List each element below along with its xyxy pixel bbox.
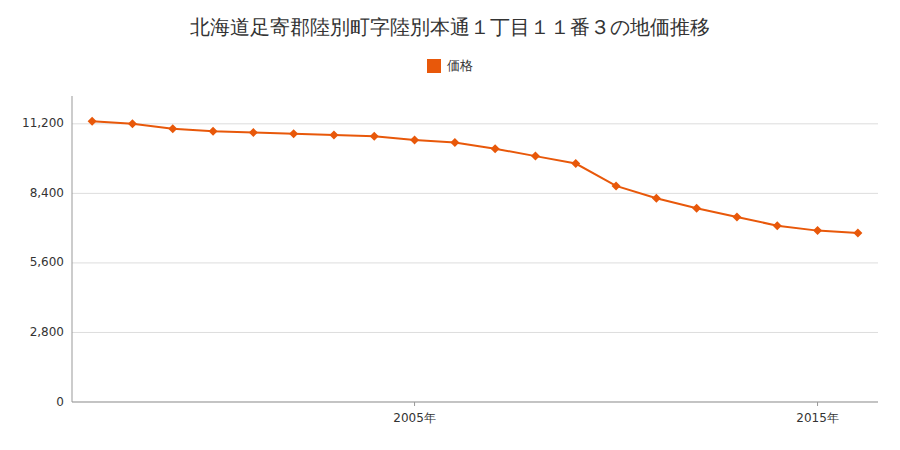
y-tick-label: 2,800 (30, 325, 64, 339)
plot-area (88, 117, 863, 238)
marker (692, 204, 701, 213)
grid-line (72, 402, 878, 403)
marker (773, 221, 782, 230)
marker (329, 130, 338, 139)
line (92, 121, 858, 233)
legend-swatch (427, 59, 441, 73)
grid (72, 124, 878, 402)
grid-line (72, 123, 878, 124)
x-tick (414, 402, 415, 406)
chart: 北海道足寄郡陸別町字陸別本通１丁目１１番３の地価推移 0 2,800 5,600 8,4… (0, 0, 900, 450)
grid-line (72, 193, 878, 194)
marker (853, 229, 862, 238)
x-tick (817, 402, 818, 406)
x-axis-line (72, 402, 878, 403)
x-tick-label: 2015年 (796, 411, 839, 425)
title: 北海道足寄郡陸別町字陸別本通１丁目１１番３の地価推移 (190, 15, 710, 39)
marker (410, 135, 419, 144)
marker (128, 119, 137, 128)
marker (289, 129, 298, 138)
grid-line (72, 262, 878, 263)
y-tick-label: 5,600 (30, 255, 64, 269)
marker (652, 194, 661, 203)
marker (571, 159, 580, 168)
marker (370, 132, 379, 141)
marker (450, 138, 459, 147)
y-tick-label: 8,400 (30, 186, 64, 200)
marker (88, 117, 97, 126)
legend: 価格 (427, 58, 473, 74)
grid-line (72, 332, 878, 333)
marker (813, 226, 822, 235)
marker (209, 127, 218, 136)
marker (531, 152, 540, 161)
legend-label: 価格 (447, 58, 473, 73)
marker (491, 144, 500, 153)
marker (249, 128, 258, 137)
y-axis-line (72, 96, 73, 402)
y-tick-label: 0 (56, 395, 64, 409)
marker (168, 124, 177, 133)
y-tick-label: 11,200 (22, 116, 64, 130)
marker (612, 181, 621, 190)
marker (732, 212, 741, 221)
x-tick-label: 2005年 (393, 411, 436, 425)
